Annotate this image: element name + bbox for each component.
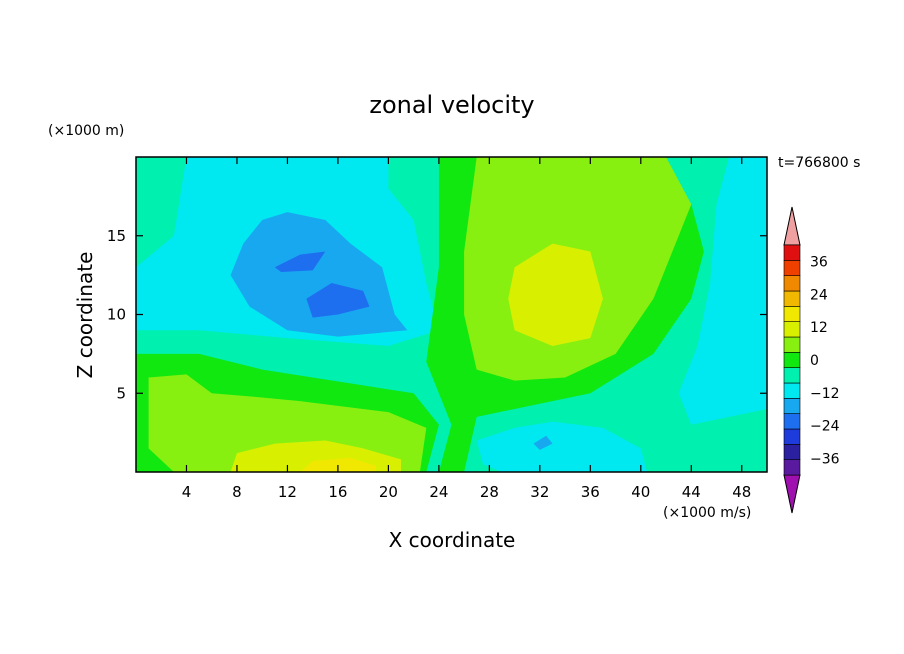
colorbar-swatch [783,321,801,338]
contour-region-4 [306,283,370,318]
contour-field [136,157,767,472]
colorbar-swatch [783,336,801,353]
contour-region-9 [678,157,767,425]
x-tick-label: 32 [530,483,549,501]
y-tick-label: 15 [107,227,126,245]
x-axis-label: X coordinate [389,528,516,552]
colorbar-swatch [783,290,801,307]
colorbar-tick-label: −24 [810,419,840,435]
contour-region-14 [533,435,553,450]
colorbar-swatch [783,413,801,430]
colorbar-tick-label: −12 [810,386,840,402]
x-axis: 4 8 12 16 20 24 28 32 36 40 44 48 [182,157,751,501]
colorbar-swatch [783,352,801,368]
y-tick-label: 5 [116,384,126,402]
chart-title: zonal velocity [369,91,534,119]
colorbar-under-triangle [783,474,801,514]
x-tick-label: 48 [732,483,751,501]
x-tick-label: 36 [581,483,600,501]
contour-region-8 [476,421,648,472]
colorbar-swatch [783,398,801,414]
y-axis-label: Z coordinate [73,252,97,379]
x-tick-label: 16 [328,483,347,501]
colorbar-tick-label: 12 [810,320,828,336]
x-tick-label: 44 [682,483,701,501]
y-axis: 5 10 15 [107,227,767,402]
x-unit-label: (×1000 m/s) [663,505,751,521]
colorbar-swatch [783,367,801,384]
colorbar-swatch [783,428,801,445]
colorbar-swatch [783,244,801,261]
contour-region-3 [274,251,326,272]
y-unit-label: (×1000 m) [48,123,124,139]
colorbar-swatch [783,459,801,476]
colorbar-swatch [783,444,801,460]
x-tick-label: 8 [232,483,242,501]
colorbar-swatch [783,306,801,322]
colorbar-tick-label: 24 [810,287,828,303]
colorbar-tick-label: 36 [810,254,828,270]
time-label: t=766800 s [778,155,860,171]
x-tick-label: 20 [379,483,398,501]
colorbar-swatch [783,382,801,399]
contour-region-13 [300,457,376,472]
x-tick-label: 4 [182,483,192,501]
colorbar: 36 24 12 0 −12 −24 −36 [783,206,840,514]
colorbar-swatch [783,275,801,292]
x-tick-label: 12 [278,483,297,501]
colorbar-tick-label: 0 [810,353,819,369]
x-tick-label: 24 [429,483,448,501]
y-tick-label: 10 [107,306,126,324]
colorbar-over-triangle [783,206,801,246]
x-tick-label: 28 [480,483,499,501]
colorbar-swatch [783,260,801,276]
colorbar-tick-label: −36 [810,452,840,468]
contour-region-7 [508,243,603,346]
x-tick-label: 40 [631,483,650,501]
